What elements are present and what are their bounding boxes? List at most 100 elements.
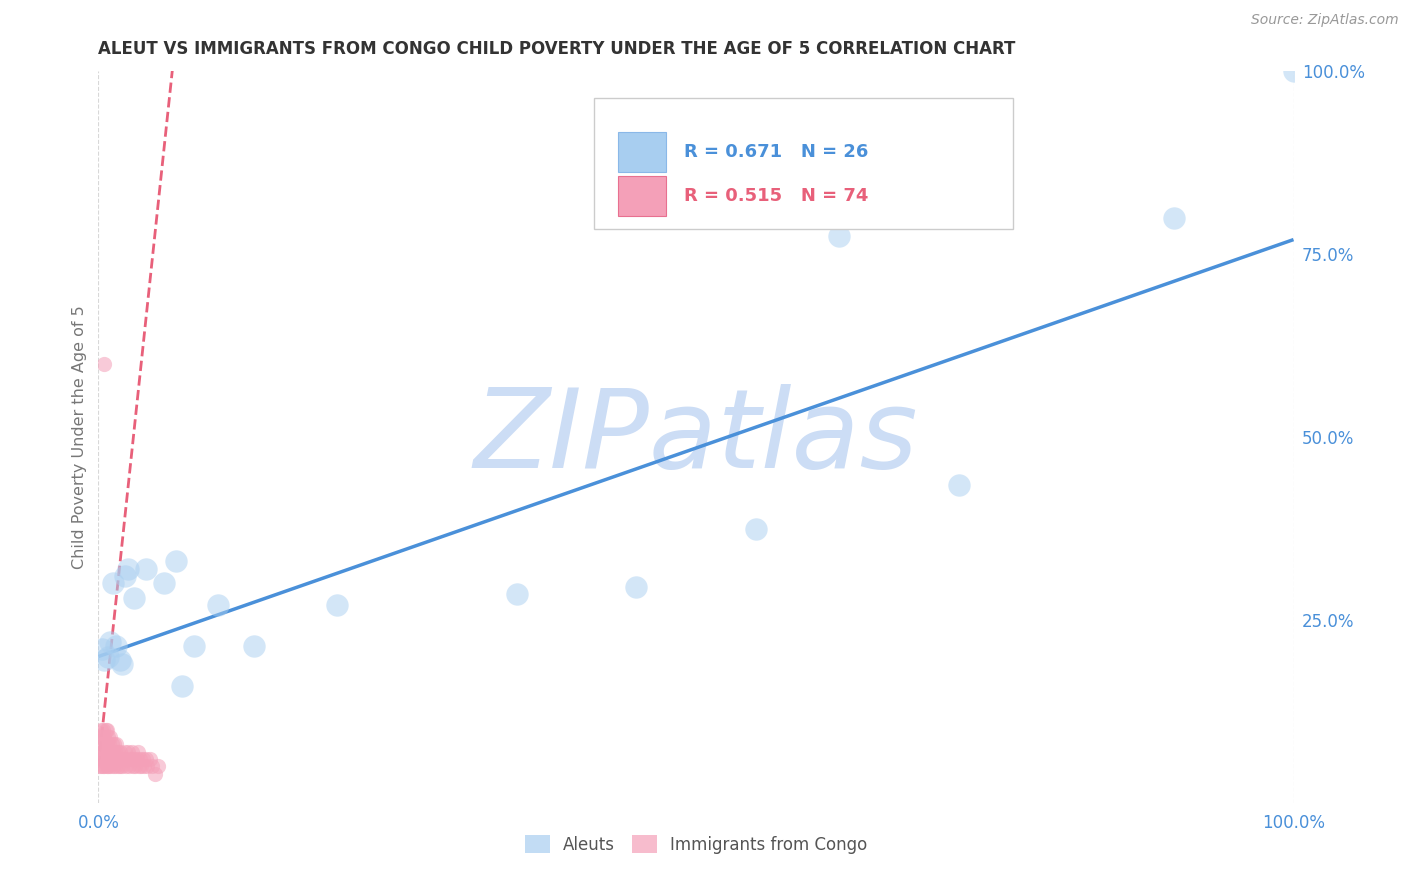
Point [93, 759, 115, 773]
Text: ZIPatlas: ZIPatlas [474, 384, 918, 491]
Point [96, 737, 118, 751]
Point [183, 639, 205, 653]
Point [97, 730, 120, 744]
Point [745, 521, 768, 535]
Point [94, 745, 117, 759]
Point [90, 759, 112, 773]
Point [165, 554, 187, 568]
Point [107, 745, 129, 759]
Point [117, 745, 139, 759]
Point [114, 569, 136, 583]
Point [108, 759, 131, 773]
Point [207, 599, 229, 613]
Point [104, 759, 127, 773]
Point [1163, 211, 1185, 225]
Point [105, 752, 128, 766]
Point [98, 730, 122, 744]
Point [97, 759, 120, 773]
Point [101, 576, 124, 591]
Legend: Aleuts, Immigrants from Congo: Aleuts, Immigrants from Congo [517, 829, 875, 860]
Point [98, 745, 122, 759]
Point [129, 752, 152, 766]
Point [828, 228, 851, 243]
Point [148, 759, 170, 773]
Point [104, 745, 127, 759]
Point [326, 599, 349, 613]
Point [120, 752, 142, 766]
Point [128, 759, 150, 773]
Point [93, 730, 115, 744]
Point [91, 723, 114, 737]
Point [110, 752, 132, 766]
Point [97, 745, 120, 759]
Point [121, 745, 143, 759]
Point [108, 653, 131, 667]
Point [136, 759, 159, 773]
Point [89, 730, 111, 744]
Point [100, 737, 122, 751]
Point [107, 759, 129, 773]
Y-axis label: Child Poverty Under the Age of 5: Child Poverty Under the Age of 5 [72, 305, 87, 569]
Point [94, 723, 117, 737]
Point [94, 737, 117, 751]
Point [153, 576, 176, 591]
Point [98, 635, 122, 649]
Point [139, 752, 162, 766]
Point [117, 562, 139, 576]
Point [122, 759, 145, 773]
Point [97, 649, 120, 664]
FancyBboxPatch shape [619, 132, 666, 172]
Point [101, 759, 124, 773]
Point [105, 737, 128, 751]
Point [103, 737, 125, 751]
Point [90, 723, 112, 737]
Text: ALEUT VS IMMIGRANTS FROM CONGO CHILD POVERTY UNDER THE AGE OF 5 CORRELATION CHAR: ALEUT VS IMMIGRANTS FROM CONGO CHILD POV… [98, 40, 1015, 58]
Text: R = 0.671   N = 26: R = 0.671 N = 26 [685, 143, 869, 161]
Point [93, 357, 115, 371]
Point [105, 639, 128, 653]
Point [107, 752, 129, 766]
Point [89, 752, 111, 766]
Point [91, 745, 114, 759]
Point [172, 679, 194, 693]
Point [98, 759, 122, 773]
Point [127, 745, 149, 759]
Point [124, 591, 146, 605]
Point [90, 745, 112, 759]
Point [125, 752, 148, 766]
Point [132, 759, 155, 773]
Point [141, 759, 163, 773]
Point [91, 752, 114, 766]
Point [243, 639, 266, 653]
Point [103, 752, 125, 766]
Point [118, 759, 141, 773]
Point [87, 759, 110, 773]
Point [96, 752, 118, 766]
Point [111, 759, 134, 773]
Point [131, 752, 153, 766]
Point [108, 745, 131, 759]
Point [143, 766, 166, 780]
Point [101, 745, 124, 759]
Point [115, 752, 138, 766]
Point [111, 657, 134, 671]
Point [91, 759, 114, 773]
Point [91, 730, 114, 744]
Point [948, 477, 970, 491]
Point [124, 752, 146, 766]
Point [112, 752, 135, 766]
Point [93, 737, 115, 751]
FancyBboxPatch shape [595, 98, 1012, 228]
Point [96, 759, 118, 773]
Point [131, 759, 153, 773]
Point [100, 752, 122, 766]
Point [124, 759, 146, 773]
Point [89, 737, 111, 751]
FancyBboxPatch shape [619, 176, 666, 216]
Text: R = 0.515   N = 74: R = 0.515 N = 74 [685, 186, 869, 204]
Point [96, 723, 118, 737]
Point [1282, 64, 1305, 78]
Point [135, 752, 157, 766]
Point [114, 745, 136, 759]
Point [626, 580, 648, 594]
